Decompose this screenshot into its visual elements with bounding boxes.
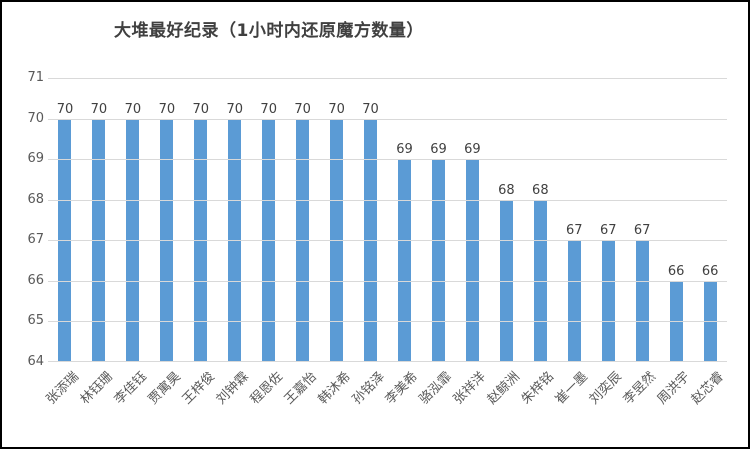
bar-value-label: 66 [667, 263, 685, 279]
bar-slot: 68 [523, 78, 557, 362]
x-axis-category-label: 贾寓昊 [145, 369, 184, 408]
x-axis-category-label: 周洪宇 [654, 369, 693, 408]
bar-slot: 69 [388, 78, 422, 362]
gridline [48, 361, 727, 362]
gridline [48, 240, 727, 242]
bar-slot: 67 [557, 78, 591, 362]
bar-slot: 70 [48, 78, 82, 362]
bar-slot: 67 [591, 78, 625, 362]
bar-value-label: 70 [192, 101, 210, 117]
bar-slot: 70 [184, 78, 218, 362]
bar-slot: 66 [693, 78, 727, 362]
x-axis-category-label: 张祥洋 [451, 369, 490, 408]
bar-value-label: 67 [566, 223, 583, 239]
x-axis-category-label: 孙铭泽 [349, 369, 388, 408]
bar [398, 159, 411, 362]
bar-value-label: 70 [362, 101, 379, 117]
y-axis-tick-label: 66 [27, 272, 44, 288]
bar-value-label: 66 [701, 263, 719, 279]
plot-area: 70 70 70 70 70 70 70 70 70 70 69 69 69 68 68 67 67 67 66 66 [48, 78, 727, 362]
bar-slot: 69 [455, 78, 489, 362]
y-axis-tick-label: 64 [27, 354, 44, 369]
gridline [48, 321, 727, 323]
x-axis-category-label: 韩沐希 [315, 369, 354, 408]
bar-slot: 70 [286, 78, 320, 362]
x-axis-category-label: 刘奕辰 [586, 369, 626, 408]
bar [431, 159, 445, 362]
bar-value-label: 69 [396, 142, 413, 158]
gridline [48, 78, 727, 79]
chart-title: 大堆最好纪录（1小时内还原魔方数量） [114, 21, 424, 41]
bar-value-label: 70 [226, 101, 244, 117]
x-axis-category-label: 王梓俊 [179, 369, 218, 408]
y-axis-tick-label: 65 [27, 313, 44, 329]
y-axis-tick-label: 67 [27, 232, 44, 248]
bar-slot: 68 [489, 78, 523, 362]
bar-value-label: 70 [124, 101, 142, 117]
x-axis-category-label: 赵鲸洲 [485, 369, 524, 408]
x-axis-category-label: 崔一墨 [552, 369, 592, 408]
x-axis-category-label: 李佳钰 [111, 369, 150, 408]
x-axis-category-label: 程恩佐 [247, 369, 286, 408]
y-axis-tick-label: 68 [27, 191, 44, 207]
bar-slot: 70 [82, 78, 116, 362]
bar-value-label: 70 [260, 101, 277, 117]
bar-slot: 70 [150, 78, 184, 362]
x-axis-category-label: 王嘉怡 [281, 369, 320, 408]
bar [465, 159, 479, 362]
bar-value-label: 67 [633, 223, 651, 239]
bar-value-label: 68 [498, 182, 515, 198]
y-axis-tick-label: 70 [27, 110, 44, 126]
x-axis-category-label: 李昱然 [620, 369, 660, 408]
bar-value-label: 70 [328, 101, 345, 117]
bar-value-label: 67 [599, 223, 617, 239]
bar-value-label: 70 [56, 101, 74, 117]
x-axis-category-label: 骆泓霏 [417, 369, 456, 408]
bar-slot: 70 [116, 78, 150, 362]
bar-series: 70 70 70 70 70 70 70 70 70 70 69 69 69 68 68 67 67 67 66 66 [48, 78, 727, 362]
bar-slot: 67 [625, 78, 659, 362]
x-axis-category-label: 林钰珊 [77, 369, 116, 408]
bar-value-label: 70 [294, 101, 311, 117]
y-axis-tick-label: 69 [27, 151, 44, 167]
bar [635, 240, 649, 362]
bar-value-label: 69 [464, 142, 481, 158]
bar-slot: 69 [421, 78, 455, 362]
bar-value-label: 68 [532, 182, 549, 198]
bar-slot: 70 [218, 78, 252, 362]
bar-slot: 70 [252, 78, 286, 362]
bar-slot: 70 [354, 78, 388, 362]
gridline [48, 159, 727, 161]
bar-slot: 66 [659, 78, 693, 362]
gridline [48, 118, 727, 120]
bar [567, 240, 581, 362]
bar [601, 240, 615, 362]
bar-value-label: 70 [158, 101, 176, 117]
x-axis-category-label: 张添瑞 [43, 369, 82, 408]
bar-slot: 70 [320, 78, 354, 362]
x-axis-category-label: 刘钟霖 [213, 369, 252, 408]
x-axis-category-label: 赵芯睿 [688, 369, 727, 408]
y-axis-tick-label: 71 [27, 70, 44, 85]
gridline [48, 280, 727, 282]
bar-value-label: 70 [90, 101, 108, 117]
x-axis-category-label: 朱梓铭 [518, 369, 558, 408]
gridline [48, 199, 727, 201]
x-axis-category-label: 李美希 [383, 369, 422, 408]
bar-value-label: 69 [430, 142, 447, 158]
